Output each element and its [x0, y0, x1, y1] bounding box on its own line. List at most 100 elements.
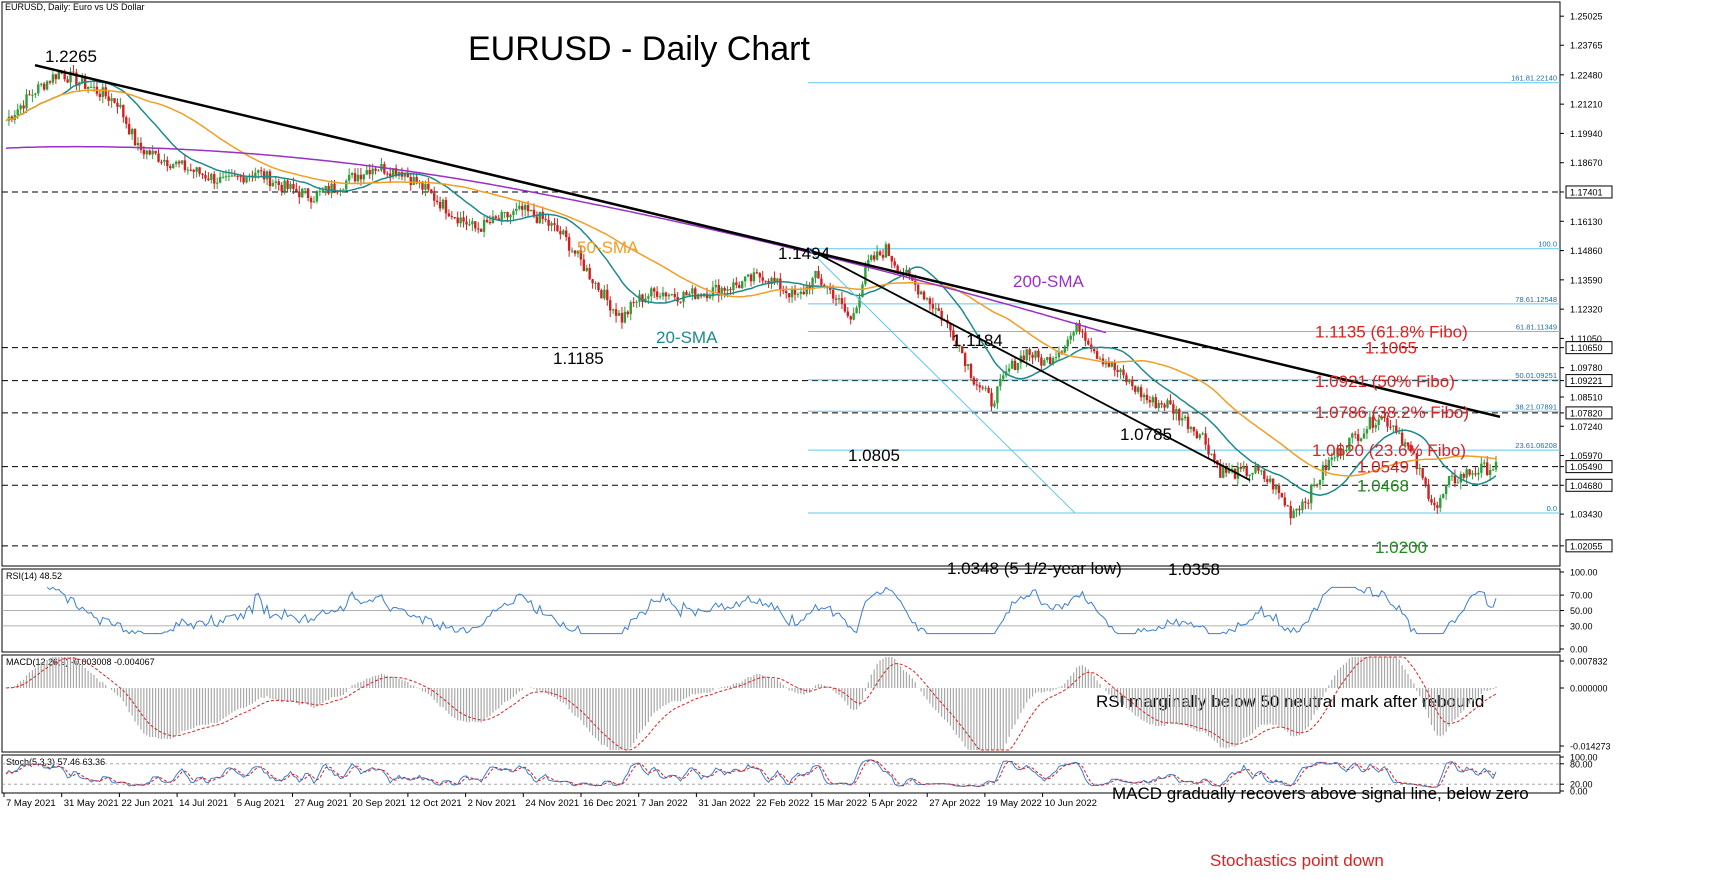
- candle-body: [1483, 462, 1486, 464]
- candle-body: [1283, 497, 1287, 506]
- candle-body: [1242, 466, 1245, 469]
- candle-body: [614, 309, 618, 316]
- candle-body: [658, 296, 662, 298]
- candle-body: [1274, 485, 1278, 490]
- fibo-level-label: 100.0: [1538, 240, 1557, 249]
- candle-body: [318, 191, 322, 193]
- candle-body: [1494, 461, 1498, 470]
- candle-body: [1257, 465, 1260, 471]
- sma200-label: 200-SMA: [1013, 272, 1085, 291]
- candle-body: [629, 302, 632, 315]
- candle-body: [741, 281, 744, 288]
- candle-body: [1204, 433, 1207, 445]
- candle-body: [1178, 409, 1181, 421]
- candle-body: [447, 213, 451, 217]
- candle-body: [166, 159, 169, 167]
- candle-body: [497, 218, 500, 221]
- candle-body: [1084, 332, 1087, 341]
- candle-body: [482, 219, 486, 232]
- candle-body: [239, 176, 242, 178]
- candle-body: [471, 221, 474, 225]
- candle-body: [1087, 340, 1090, 345]
- candle-body: [1013, 360, 1017, 371]
- panel-frame: [1, 654, 1561, 753]
- candle-body: [714, 284, 718, 288]
- candle-body: [295, 188, 298, 192]
- indicator-tick-label: -0.014273: [1570, 742, 1611, 752]
- candle-body: [1175, 409, 1178, 414]
- candle-body: [1095, 351, 1099, 359]
- candle-body: [462, 217, 465, 222]
- candle-body: [430, 189, 433, 194]
- fibo-level-label: 23.61.06208: [1515, 441, 1557, 450]
- candle-body: [867, 259, 870, 268]
- candle-body: [57, 71, 60, 80]
- indicator-header: Stoch(5,3,3) 57.46 63.36: [6, 757, 105, 767]
- candle-body: [365, 170, 368, 175]
- candle-body: [271, 182, 275, 187]
- candle-body: [1351, 433, 1354, 438]
- candle-body: [949, 323, 952, 331]
- candle-body: [1163, 404, 1166, 408]
- candle-body: [1180, 418, 1184, 421]
- candle-body: [1060, 351, 1064, 353]
- candle-body: [641, 294, 644, 303]
- candle-body: [1324, 465, 1328, 470]
- candle-body: [245, 177, 248, 183]
- candle-body: [236, 175, 239, 177]
- candle-body: [1081, 331, 1084, 333]
- candle-body: [694, 288, 697, 299]
- indicator-tick-label: 70.00: [1570, 591, 1593, 601]
- candle-body: [1336, 447, 1339, 458]
- candle-body: [1415, 453, 1419, 470]
- candle-body: [1051, 358, 1055, 364]
- candle-body: [1292, 510, 1295, 519]
- candle-body: [1456, 482, 1460, 484]
- sma20-label: 20-SMA: [656, 328, 718, 347]
- candle-body: [512, 211, 515, 216]
- candle-body: [28, 94, 31, 96]
- y-tick-label: 1.25025: [1570, 12, 1603, 22]
- candle-body: [242, 176, 245, 183]
- candle-body: [72, 71, 75, 73]
- candle-body: [494, 216, 498, 219]
- candle-body: [45, 81, 49, 90]
- candle-body: [565, 230, 568, 238]
- price-label: 1.2265: [45, 47, 97, 66]
- candle-body: [383, 163, 386, 174]
- sma20-line: [5, 80, 1497, 497]
- candle-body: [75, 72, 78, 86]
- candle-body: [796, 294, 800, 296]
- x-tick-label: 24 Nov 2021: [525, 798, 579, 809]
- level-label: 1.1065: [1365, 339, 1417, 358]
- candle-body: [1392, 425, 1395, 427]
- candle-body: [1172, 404, 1175, 414]
- candle-body: [567, 237, 571, 251]
- candle-body: [922, 291, 926, 300]
- x-tick-label: 7 May 2021: [6, 798, 56, 809]
- candle-body: [438, 202, 442, 209]
- candle-body: [86, 87, 90, 89]
- candle-body: [1040, 357, 1043, 366]
- candle-body: [1189, 427, 1193, 429]
- candle-body: [1260, 470, 1263, 472]
- candle-body: [374, 168, 377, 171]
- candle-body: [553, 223, 556, 225]
- candle-body: [1075, 323, 1078, 333]
- x-tick-label: 27 Apr 2022: [929, 798, 980, 809]
- candle-body: [837, 298, 841, 300]
- candle-body: [764, 280, 767, 282]
- candle-body: [51, 74, 55, 83]
- candle-body: [151, 150, 154, 155]
- candle-body: [1128, 379, 1131, 383]
- candle-body: [1192, 427, 1196, 432]
- candle-body: [92, 86, 96, 88]
- candle-body: [218, 176, 222, 183]
- candle-body: [1389, 426, 1392, 428]
- candle-body: [1028, 349, 1031, 355]
- candle-body: [858, 297, 861, 308]
- candle-body: [655, 291, 659, 297]
- candle-body: [101, 87, 104, 97]
- candle-body: [1474, 473, 1477, 475]
- candle-body: [1069, 335, 1072, 340]
